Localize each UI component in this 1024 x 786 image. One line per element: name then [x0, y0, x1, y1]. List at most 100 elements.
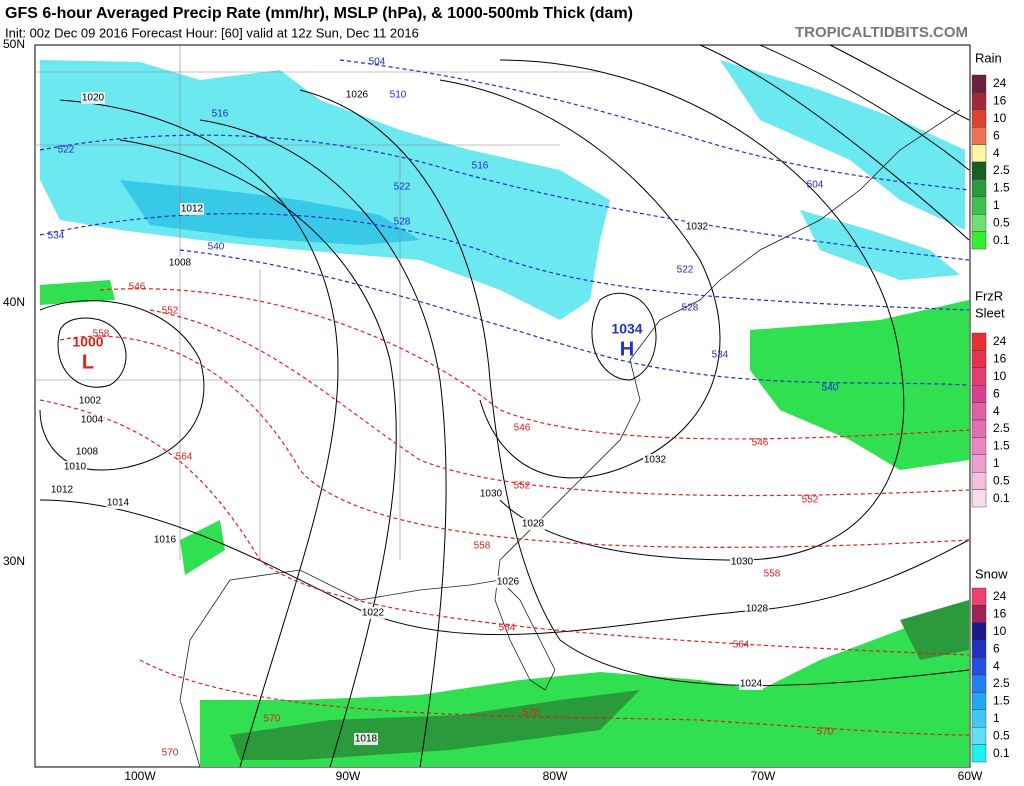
center-label: L [82, 351, 94, 373]
legend-level: 4 [993, 146, 1000, 160]
legend-swatch [971, 92, 987, 111]
label-bg [81, 92, 105, 104]
legend-level: 4 [993, 659, 1000, 673]
snow-area [40, 60, 610, 320]
isobar-label: 1022 [362, 608, 385, 619]
legend-level: 0.5 [993, 473, 1010, 487]
legend-level: 24 [993, 334, 1007, 348]
snow-area [120, 180, 420, 245]
thickness-label: 516 [212, 109, 229, 120]
rain-area [900, 600, 969, 660]
snow-area [800, 210, 960, 280]
isobar-label: 1028 [746, 604, 769, 615]
thickness-line [39, 399, 970, 656]
legend-swatch [971, 231, 987, 250]
legend-level: 1 [993, 456, 1000, 470]
lon-label: 60W [958, 769, 983, 783]
label-bg [106, 497, 130, 509]
label-bg [685, 221, 709, 233]
lon-label: 80W [543, 769, 568, 783]
legend-swatch [971, 161, 987, 180]
isobar-label: 1004 [81, 415, 104, 426]
label-bg [521, 518, 545, 530]
legend-swatch [971, 674, 987, 693]
label-bg [78, 395, 102, 407]
legend-level: 16 [993, 94, 1007, 108]
thickness-line [139, 659, 970, 736]
isobar-label: 1028 [522, 519, 545, 530]
rain-area [180, 520, 225, 575]
legend-swatch [971, 350, 987, 368]
legend-title: Snow [975, 566, 1008, 581]
lat-label: 30N [3, 554, 25, 568]
isobar-label: 1012 [181, 204, 204, 215]
isobar-label: 1002 [79, 396, 102, 407]
legend-swatch [971, 126, 987, 145]
isobar-label: 1032 [686, 222, 709, 233]
legend-level: 0.1 [993, 233, 1010, 247]
thickness-label: 540 [208, 242, 225, 253]
label-bg [496, 576, 520, 588]
thickness-label: 528 [394, 217, 411, 228]
legend-subtitle: Sleet [975, 305, 1005, 320]
legend-level: 0.5 [993, 215, 1010, 229]
thickness-line [149, 309, 970, 497]
thickness-label: 564 [499, 623, 516, 634]
legend-level: 1 [993, 711, 1000, 725]
isobar-label: 1010 [64, 462, 87, 473]
legend-swatch [971, 587, 987, 606]
lon-label: 70W [751, 769, 776, 783]
legend-level: 16 [993, 352, 1007, 366]
legend-level: 24 [993, 589, 1007, 603]
thickness-label: 534 [712, 350, 729, 361]
label-bg [354, 733, 378, 745]
isobar [39, 499, 970, 636]
legend-level: 1.5 [993, 181, 1010, 195]
legend-level: 6 [993, 128, 1000, 142]
thickness-label: 522 [677, 265, 694, 276]
isobar-label: 1026 [346, 90, 369, 101]
label-bg [730, 556, 754, 568]
legend-swatch [971, 74, 987, 93]
legend-level: 1.5 [993, 439, 1010, 453]
isobar-label: 1030 [731, 557, 754, 568]
legend: Rain241610642.51.510.50.1FrzRSleet241610… [971, 50, 1010, 763]
thickness-label: 546 [752, 438, 769, 449]
thickness-label: 522 [58, 145, 75, 156]
thickness-label: 540 [822, 383, 839, 394]
thickness-label: 570 [264, 714, 281, 725]
legend-level: 24 [993, 76, 1007, 90]
label-bg [479, 488, 503, 500]
legend-swatch [971, 692, 987, 711]
legend-swatch [971, 489, 987, 508]
legend-level: 16 [993, 607, 1007, 621]
legend-level: 2.5 [993, 163, 1010, 177]
legend-level: 6 [993, 386, 1000, 400]
label-bg [643, 454, 667, 466]
legend-level: 2.5 [993, 676, 1010, 690]
thickness-label: 564 [176, 452, 193, 463]
legend-level: 1 [993, 198, 1000, 212]
thickness-label: 546 [129, 282, 146, 293]
thickness-label: 534 [48, 231, 65, 242]
legend-level: 0.1 [993, 746, 1010, 760]
legend-title: FrzR [975, 288, 1003, 303]
thickness-label: 552 [162, 306, 179, 317]
isobar-label: 1024 [740, 679, 763, 690]
isobar [199, 119, 447, 768]
snow-area [720, 60, 965, 230]
center-value: 1034 [611, 321, 642, 337]
legend-swatch [971, 744, 987, 763]
label-bg [180, 203, 204, 215]
thickness-label: 564 [733, 640, 750, 651]
legend-level: 0.1 [993, 491, 1010, 505]
legend-swatch [971, 437, 987, 455]
legend-swatch [971, 385, 987, 403]
legend-swatch [971, 454, 987, 473]
legend-swatch [971, 332, 987, 351]
thickness-label: 510 [390, 90, 407, 101]
legend-swatch [971, 179, 987, 197]
isobar-label: 1030 [480, 489, 503, 500]
isobar-label: 1032 [644, 455, 667, 466]
